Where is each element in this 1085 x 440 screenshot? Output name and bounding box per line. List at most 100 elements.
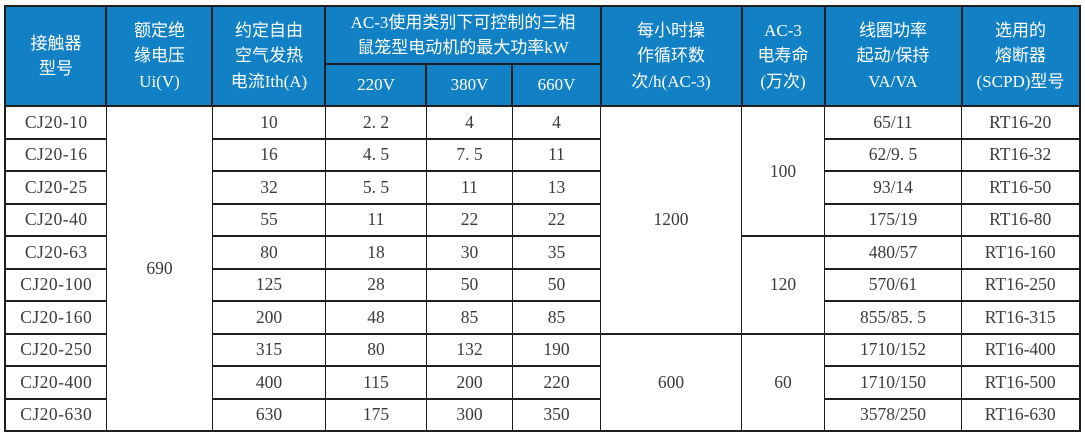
cell-life: 120 — [741, 235, 825, 335]
cell-cycles: 1200 — [600, 105, 742, 335]
cell-ith: 55 — [211, 202, 326, 237]
table-row: CJ20-25 32 5. 5 11 13 93/14 RT16-50 — [4, 170, 1080, 205]
cell-p380: 200 — [425, 365, 513, 400]
header-220v: 220V — [324, 63, 428, 107]
cell-fuse: RT16-500 — [961, 365, 1080, 400]
cell-fuse: RT16-315 — [961, 300, 1080, 335]
cell-fuse: RT16-400 — [961, 332, 1080, 367]
cell-coil: 1710/152 — [824, 332, 962, 367]
header-cycles-per-hour: 每小时操 作循环数 次/h(AC-3) — [599, 5, 743, 107]
cell-p660: 85 — [511, 300, 602, 335]
cell-p380: 85 — [425, 300, 513, 335]
cell-p660: 22 — [511, 202, 602, 237]
cell-coil: 480/57 — [824, 235, 962, 270]
cell-p380: 30 — [425, 235, 513, 270]
table-row: CJ20-160 200 48 85 85 855/85. 5 RT16-315 — [4, 300, 1080, 335]
cell-model: CJ20-400 — [4, 365, 107, 400]
table-row: CJ20-40 55 11 22 22 175/19 RT16-80 — [4, 202, 1080, 237]
contactor-spec-table: 接触器 型号 额定绝 缘电压 Ui(V) 约定自由 空气发热 电流Ith(A) … — [4, 5, 1081, 432]
header-model: 接触器 型号 — [4, 5, 108, 107]
header-380v: 380V — [425, 63, 514, 107]
cell-p660: 350 — [511, 397, 602, 432]
cell-model: CJ20-63 — [4, 235, 107, 270]
cell-coil: 62/9. 5 — [824, 137, 962, 172]
cell-fuse: RT16-50 — [961, 170, 1080, 205]
cell-fuse: RT16-80 — [961, 202, 1080, 237]
cell-p660: 13 — [511, 170, 602, 205]
table-header: 接触器 型号 额定绝 缘电压 Ui(V) 约定自由 空气发热 电流Ith(A) … — [4, 5, 1081, 107]
cell-ith: 315 — [211, 332, 326, 367]
cell-ith: 32 — [211, 170, 326, 205]
table-row: CJ20-100 125 28 50 50 570/61 RT16-250 — [4, 267, 1080, 302]
cell-life: 100 — [741, 105, 825, 237]
cell-coil: 175/19 — [824, 202, 962, 237]
cell-p660: 190 — [511, 332, 602, 367]
cell-fuse: RT16-250 — [961, 267, 1080, 302]
cell-model: CJ20-250 — [4, 332, 107, 367]
cell-coil: 65/11 — [824, 105, 962, 140]
cell-coil: 3578/250 — [824, 397, 962, 432]
cell-p220: 2. 2 — [324, 105, 427, 140]
cell-p660: 4 — [511, 105, 602, 140]
cell-model: CJ20-160 — [4, 300, 107, 335]
cell-model: CJ20-16 — [4, 137, 107, 172]
cell-p380: 300 — [425, 397, 513, 432]
cell-fuse: RT16-20 — [961, 105, 1080, 140]
header-coil-power: 线圈功率 起动/保持 VA/VA — [823, 5, 963, 107]
cell-p380: 50 — [425, 267, 513, 302]
cell-insulation-voltage: 690 — [105, 105, 213, 432]
cell-p220: 80 — [324, 332, 427, 367]
cell-model: CJ20-10 — [4, 105, 107, 140]
table-row: CJ20-630 630 175 300 350 3578/250 RT16-6… — [4, 397, 1080, 432]
header-thermal-current: 约定自由 空气发热 电流Ith(A) — [211, 5, 327, 107]
cell-p220: 175 — [324, 397, 427, 432]
cell-model: CJ20-40 — [4, 202, 107, 237]
table-row: CJ20-400 400 115 200 220 1710/150 RT16-5… — [4, 365, 1080, 400]
table-row: CJ20-16 16 4. 5 7. 5 11 62/9. 5 RT16-32 — [4, 137, 1080, 172]
header-electrical-life: AC-3 电寿命 (万次) — [740, 5, 826, 107]
cell-p220: 28 — [324, 267, 427, 302]
cell-p380: 4 — [425, 105, 513, 140]
cell-coil: 855/85. 5 — [824, 300, 962, 335]
table-row: CJ20-63 80 18 30 35 120 480/57 RT16-160 — [4, 235, 1080, 335]
cell-p380: 11 — [425, 170, 513, 205]
cell-ith: 125 — [211, 267, 326, 302]
cell-fuse: RT16-630 — [961, 397, 1080, 432]
cell-coil: 1710/150 — [824, 365, 962, 400]
cell-model: CJ20-630 — [4, 397, 107, 432]
cell-p660: 35 — [511, 235, 602, 270]
cell-p660: 220 — [511, 365, 602, 400]
header-fuse: 选用的 熔断器 (SCPD)型号 — [960, 5, 1081, 107]
table-row: CJ20-10 690 10 2. 2 4 4 1200 100 65/11 R… — [4, 105, 1080, 432]
cell-ith: 630 — [211, 397, 326, 432]
cell-p220: 4. 5 — [324, 137, 427, 172]
header-row-sub: 220V 380V 660V — [5, 63, 1079, 107]
cell-p380: 22 — [425, 202, 513, 237]
cell-model: CJ20-25 — [4, 170, 107, 205]
table-row: CJ20-250 315 80 132 190 600 60 1710/152 … — [4, 332, 1080, 432]
cell-p380: 7. 5 — [425, 137, 513, 172]
cell-p220: 5. 5 — [324, 170, 427, 205]
cell-life: 60 — [741, 332, 825, 432]
header-insulation-voltage: 额定绝 缘电压 Ui(V) — [105, 5, 214, 107]
cell-ith: 400 — [211, 365, 326, 400]
cell-p220: 48 — [324, 300, 427, 335]
header-660v: 660V — [511, 63, 602, 107]
cell-cycles: 600 — [600, 332, 742, 432]
cell-ith: 200 — [211, 300, 326, 335]
cell-p660: 11 — [511, 137, 602, 172]
cell-model: CJ20-100 — [4, 267, 107, 302]
header-row-top: 接触器 型号 额定绝 缘电压 Ui(V) 约定自由 空气发热 电流Ith(A) … — [4, 5, 1081, 107]
header-max-power-group: AC-3使用类别下可控制的三相 鼠笼型电动机的最大功率kW — [324, 5, 602, 65]
table-body: CJ20-10 690 10 2. 2 4 4 1200 100 65/11 R… — [4, 105, 1080, 432]
cell-fuse: RT16-160 — [961, 235, 1080, 270]
cell-p660: 50 — [511, 267, 602, 302]
cell-coil: 570/61 — [824, 267, 962, 302]
cell-p220: 11 — [324, 202, 427, 237]
cell-ith: 16 — [211, 137, 326, 172]
cell-p220: 18 — [324, 235, 427, 270]
cell-fuse: RT16-32 — [961, 137, 1080, 172]
cell-p380: 132 — [425, 332, 513, 367]
cell-coil: 93/14 — [824, 170, 962, 205]
